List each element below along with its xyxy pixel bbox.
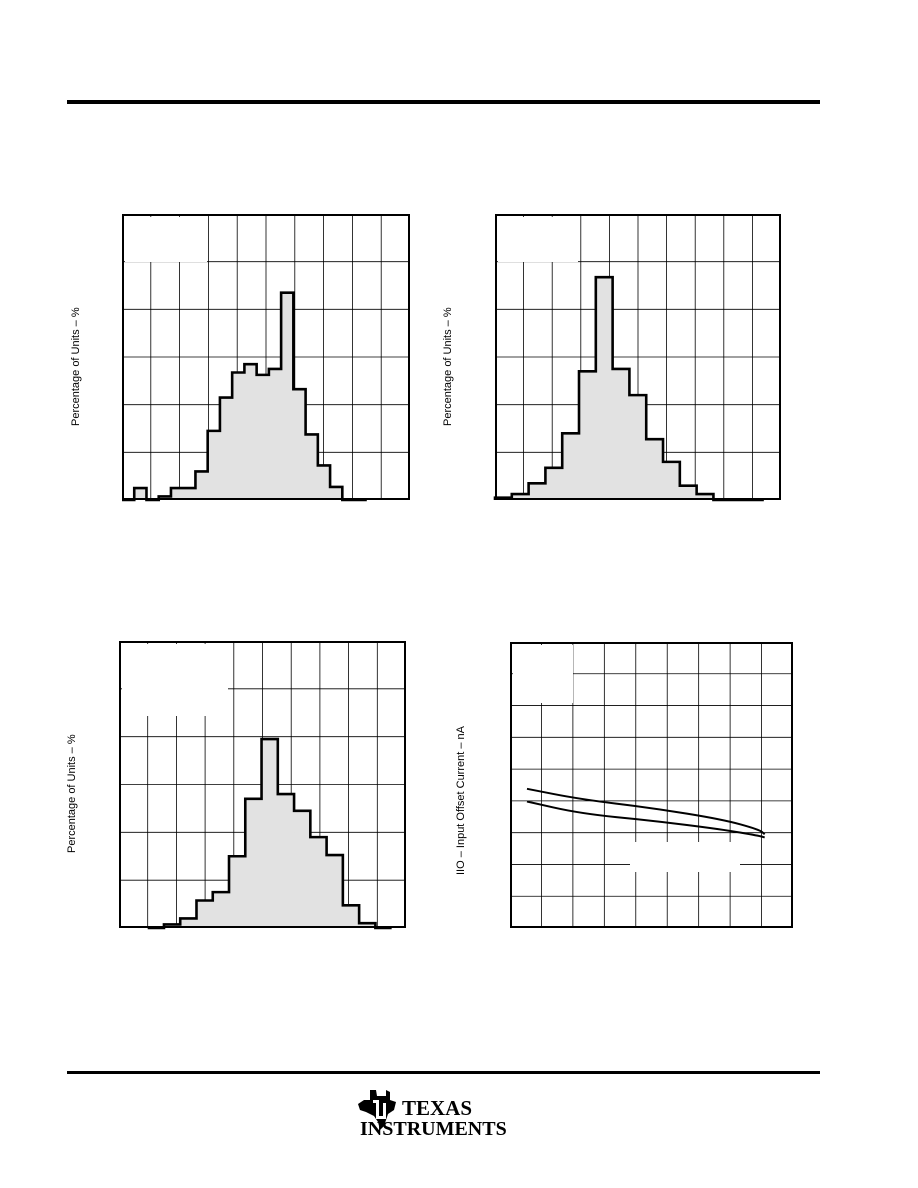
chart4-ylabel: IIO – Input Offset Current – nA xyxy=(455,726,467,875)
histogram-outline xyxy=(147,737,392,930)
legend-area xyxy=(498,217,578,262)
histogram-bar xyxy=(277,794,295,928)
histogram-bar xyxy=(679,485,698,500)
histogram-bar xyxy=(196,900,214,928)
histogram-bar xyxy=(195,471,209,500)
histogram-bar xyxy=(359,923,376,928)
histogram-bar xyxy=(579,371,597,500)
histogram-bar xyxy=(326,855,344,928)
histogram-bar xyxy=(528,483,546,500)
offset-current-chart xyxy=(510,642,793,928)
histogram-bar xyxy=(342,905,360,928)
ti-state-logo-icon xyxy=(358,1090,396,1130)
histogram-bar xyxy=(562,433,580,500)
histogram-bar xyxy=(229,856,246,928)
series-line-2 xyxy=(526,800,765,839)
histogram-bar xyxy=(310,837,327,928)
ti-logo-line2: Instruments xyxy=(360,1118,507,1141)
histogram-bar xyxy=(212,892,230,928)
histogram-bar xyxy=(256,374,270,500)
histogram-bar xyxy=(330,486,343,500)
histogram-chart-1 xyxy=(122,214,410,502)
bottom-rule xyxy=(67,1071,820,1074)
ti-logo-text-2: Instruments xyxy=(360,1118,507,1140)
ti-logo: Texas Instruments xyxy=(356,1086,516,1142)
histogram-bar xyxy=(696,494,714,500)
histogram-bar xyxy=(245,798,262,928)
histogram-bar xyxy=(261,739,279,928)
ti-logo-line1: Texas xyxy=(402,1096,472,1121)
histogram-bar xyxy=(317,465,331,500)
histogram-bar xyxy=(612,368,630,500)
histogram-chart-3 xyxy=(119,641,406,930)
chart2-ylabel: Percentage of Units – % xyxy=(442,307,454,426)
histogram-chart-2 xyxy=(493,214,781,502)
chart-frame xyxy=(510,642,793,928)
chart-frame xyxy=(122,214,410,500)
histogram-outline xyxy=(122,291,367,502)
histogram-bar xyxy=(244,364,258,500)
chart-frame xyxy=(119,641,406,928)
histogram-bar xyxy=(268,368,282,500)
histogram-bar xyxy=(232,372,245,500)
annotation-area xyxy=(630,842,740,872)
series-line-1 xyxy=(526,787,766,836)
histogram-bar xyxy=(663,461,681,500)
chart3-ylabel: Percentage of Units – % xyxy=(66,734,78,853)
histogram-bar xyxy=(170,488,184,500)
histogram-bar xyxy=(207,430,221,500)
legend-area xyxy=(513,645,573,703)
histogram-bar xyxy=(646,439,664,500)
histogram-bar xyxy=(629,395,647,500)
histogram-bar xyxy=(511,494,530,500)
histogram-bar xyxy=(134,488,147,500)
histogram-bar xyxy=(595,277,614,500)
histogram-bar xyxy=(294,810,311,928)
legend-area xyxy=(122,644,228,716)
top-rule xyxy=(67,100,820,104)
histogram-bar xyxy=(305,434,319,500)
histogram-bar xyxy=(281,292,294,500)
histogram-bar xyxy=(293,389,306,500)
chart-frame xyxy=(495,214,781,500)
histogram-bar xyxy=(180,918,197,928)
histogram-bar xyxy=(545,467,563,500)
ti-logo-text-1: Texas xyxy=(402,1096,473,1120)
legend-area xyxy=(125,217,207,262)
histogram-bar xyxy=(183,488,196,500)
chart1-ylabel: Percentage of Units – % xyxy=(70,307,82,426)
histogram-outline xyxy=(493,275,764,502)
histogram-bar xyxy=(219,397,233,500)
